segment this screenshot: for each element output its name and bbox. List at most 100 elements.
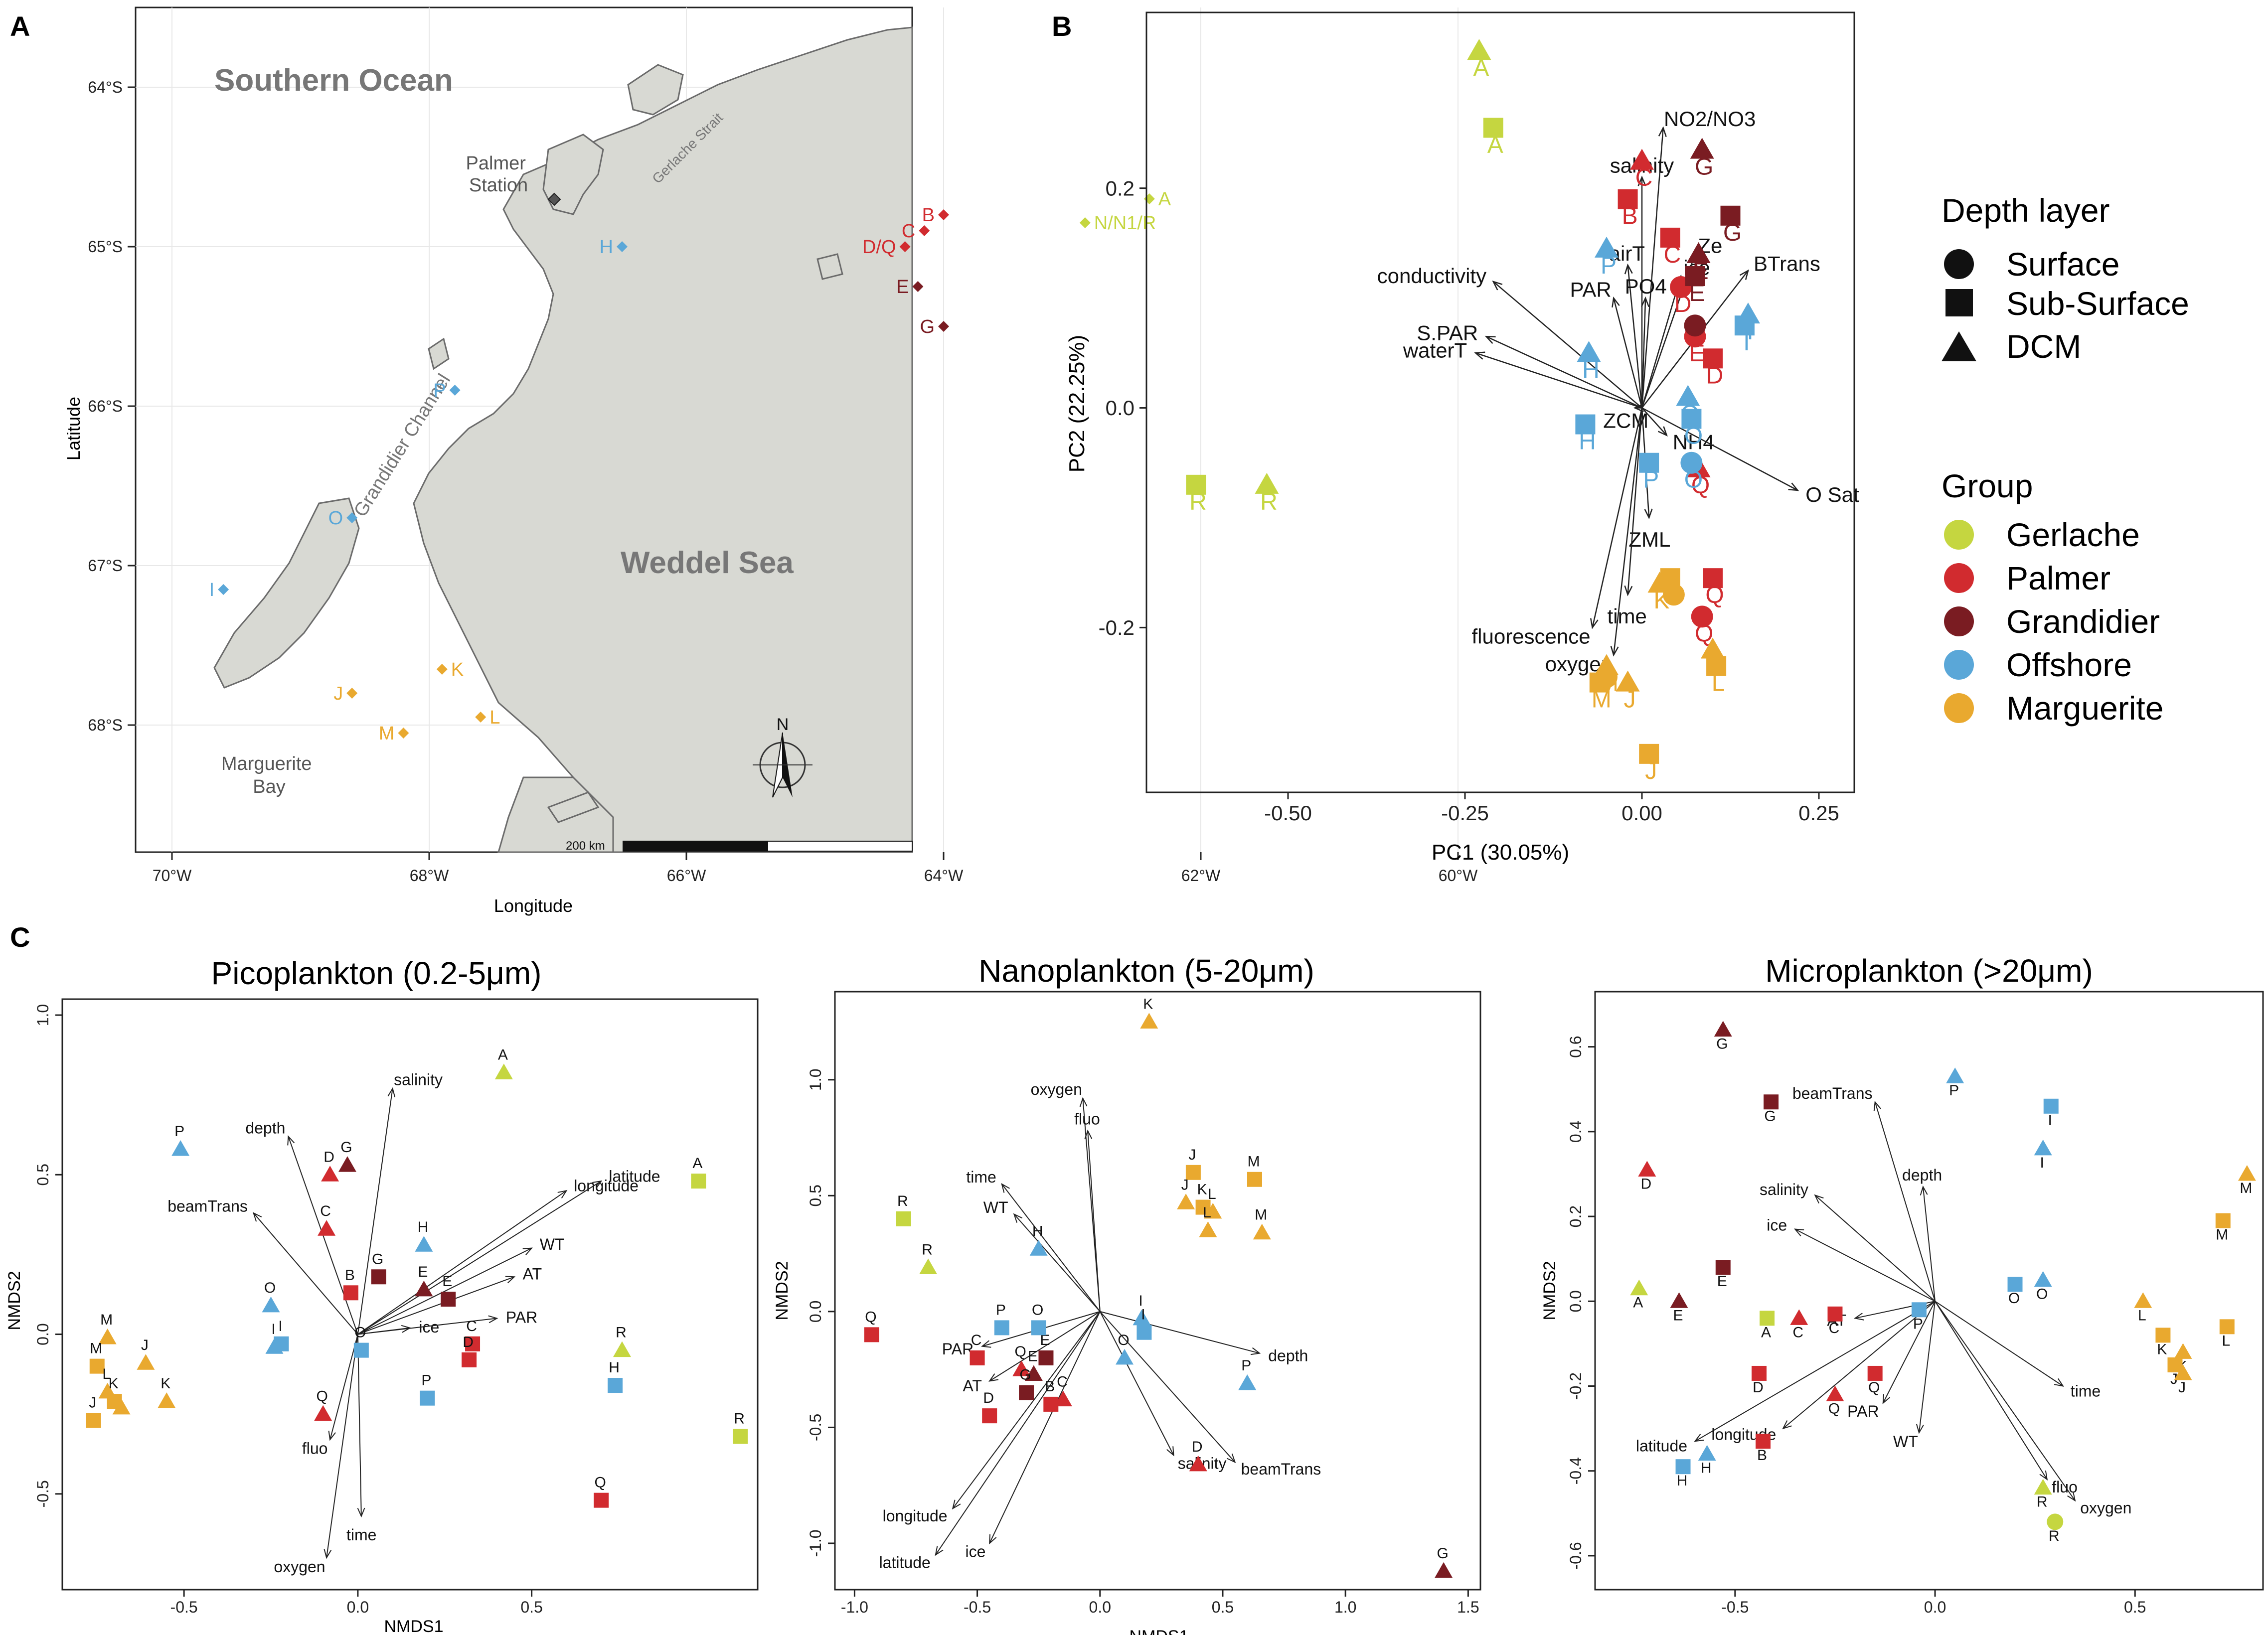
map-station-marker <box>1143 193 1155 204</box>
nano-ylabel: NMDS2 <box>773 1261 792 1320</box>
nano-point-label: B <box>1045 1378 1055 1395</box>
pico-vector-salinity <box>357 1088 393 1335</box>
micro-point-palmer <box>1638 1161 1656 1177</box>
map-ylabel: Latitude <box>63 397 84 460</box>
micro-vector-oxygen <box>1935 1301 2076 1501</box>
pca-vector-fluorescence <box>1592 408 1643 628</box>
pca-vector-s-par <box>1486 336 1642 409</box>
pca-vector-nh4-head <box>1657 426 1668 437</box>
nano-vector-label: PAR <box>942 1340 973 1358</box>
nano-xtick-label: 1.5 <box>1457 1598 1479 1616</box>
micro-point-label: R <box>2049 1528 2060 1544</box>
nano-point-label: L <box>1208 1186 1216 1202</box>
pca-vector-po4 <box>1641 298 1646 408</box>
nano-point-label: D <box>983 1390 994 1406</box>
nano-xlabel: NMDS1 <box>1129 1627 1188 1635</box>
map-station-label: P <box>433 380 446 401</box>
pca-vector-label: waterT <box>1403 338 1467 362</box>
pico-point-grandidier <box>441 1292 456 1307</box>
map-panel: Southern Ocean Weddel Sea Palmer Station… <box>63 6 1478 916</box>
pico-point-gerlache <box>494 1063 513 1079</box>
micro-vector-time <box>1935 1301 2064 1387</box>
pico-vector-label: time <box>346 1526 376 1544</box>
pico-vector-oxygen <box>326 1334 358 1558</box>
map-xlabel: Longitude <box>494 895 573 916</box>
pca-vector-watert-head <box>1474 351 1485 360</box>
pca-vector-ice <box>1641 276 1682 408</box>
legend-group-palmer: Palmer <box>2006 560 2110 596</box>
pico-point-offshore <box>353 1342 369 1358</box>
map-station-label: B <box>922 205 935 226</box>
pca-vector-btrans-head <box>1739 269 1749 280</box>
pico-vector-depth-head <box>287 1135 295 1146</box>
nano-point-gerlache <box>919 1258 938 1274</box>
pico-point-label: M <box>100 1312 113 1328</box>
nano-point-palmer <box>1012 1360 1031 1376</box>
nano-vector-time-head <box>1001 1183 1010 1193</box>
micro-point-gerlache <box>1630 1279 1648 1296</box>
micro-point-label: Q <box>1828 1401 1840 1417</box>
nano-point-label: M <box>1247 1154 1260 1170</box>
micro-vector-depth <box>1922 1187 1936 1302</box>
micro-vector-time-head <box>2054 1378 2064 1387</box>
pico-vector-time-head <box>357 1507 365 1518</box>
pico-vector-fluo <box>329 1334 358 1440</box>
pca-point-label: A <box>1473 55 1489 81</box>
micro-point-marguerite <box>2134 1292 2152 1308</box>
micro-title: Microplankton (>20μm) <box>1765 953 2093 989</box>
pca-point-marguerite <box>1596 666 1618 688</box>
pico-point-grandidier <box>415 1280 433 1297</box>
pca-point-grandidier <box>1685 266 1705 287</box>
nano-ytick-label: -1.0 <box>807 1529 824 1557</box>
pca-point-label: C <box>1663 242 1681 268</box>
pca-vector-no2-no3-head <box>1658 126 1667 137</box>
micro-axes: -0.5 0.0 0.5 -0.6 -0.4 -0.2 0.0 0.2 0.4 0.6 <box>1567 1036 2146 1616</box>
micro-point-label: I <box>2040 1155 2044 1171</box>
pca-vector-label: BTrans <box>1754 252 1820 275</box>
pca-point-label: H <box>1579 429 1596 455</box>
pico-vector-longitude-head <box>557 1189 568 1199</box>
legend-group-marguerite: Marguerite <box>2006 690 2163 727</box>
nano-vectors: oxygen fluo time WT PAR AT longitude latitude ic… <box>879 1080 1321 1571</box>
panel-label-b: B <box>1052 10 1072 42</box>
map-station-label: E <box>896 277 909 297</box>
micro-vector-label: depth <box>1902 1166 1942 1184</box>
micro-point-label: H <box>1677 1473 1688 1489</box>
micro-point-label: A <box>1761 1324 1771 1340</box>
pico-point-label: E <box>442 1273 452 1290</box>
pico-point-label: O <box>264 1280 276 1296</box>
pca-point-label: E <box>1689 280 1705 306</box>
nano-vector-label: WT <box>983 1198 1008 1216</box>
pico-point-label: D <box>463 1334 474 1350</box>
micro-point-label: R <box>2037 1494 2048 1510</box>
micro-vector-longitude <box>1782 1301 1936 1429</box>
micro-frame <box>1594 991 2264 1591</box>
micro-vector-wt <box>1918 1301 1936 1433</box>
pico-point-label: I <box>278 1318 282 1335</box>
legend-group-title: Group <box>1942 467 2033 504</box>
pca-point-palmer <box>1660 227 1680 248</box>
nano-vector-label: longitude <box>883 1507 948 1525</box>
brabant-island <box>627 64 684 116</box>
pca-point-label: B <box>1622 203 1638 230</box>
micro-point-offshore <box>1911 1302 1927 1318</box>
map-xtick-label: 70°W <box>153 867 192 885</box>
nano-point-label: I <box>1138 1293 1142 1309</box>
pca-vector-label: S.PAR <box>1417 321 1478 344</box>
nano-vector-label: latitude <box>879 1553 931 1571</box>
micro-point-label: J <box>2178 1379 2186 1396</box>
map-station-marker <box>617 241 628 252</box>
micro-point-marguerite <box>2155 1328 2171 1343</box>
pico-point-label: O <box>354 1325 366 1341</box>
micro-ytick-label: 0.4 <box>1567 1121 1585 1143</box>
pca-point-marguerite <box>1639 743 1659 764</box>
nano-point-grandidier <box>1435 1562 1453 1578</box>
map-ytick-label: 65°S <box>88 238 123 256</box>
nano-point-offshore <box>1029 1240 1048 1256</box>
pico-vector-par <box>357 1318 497 1335</box>
pico-vector-label: latitude <box>609 1168 660 1186</box>
nano-xtick-label: -1.0 <box>841 1598 868 1616</box>
scale-bar-label: 200 km <box>566 839 605 853</box>
legend: Depth layer Surface Sub-Surface DCM Grou… <box>1942 192 2189 727</box>
pico-point-label: H <box>418 1219 429 1235</box>
